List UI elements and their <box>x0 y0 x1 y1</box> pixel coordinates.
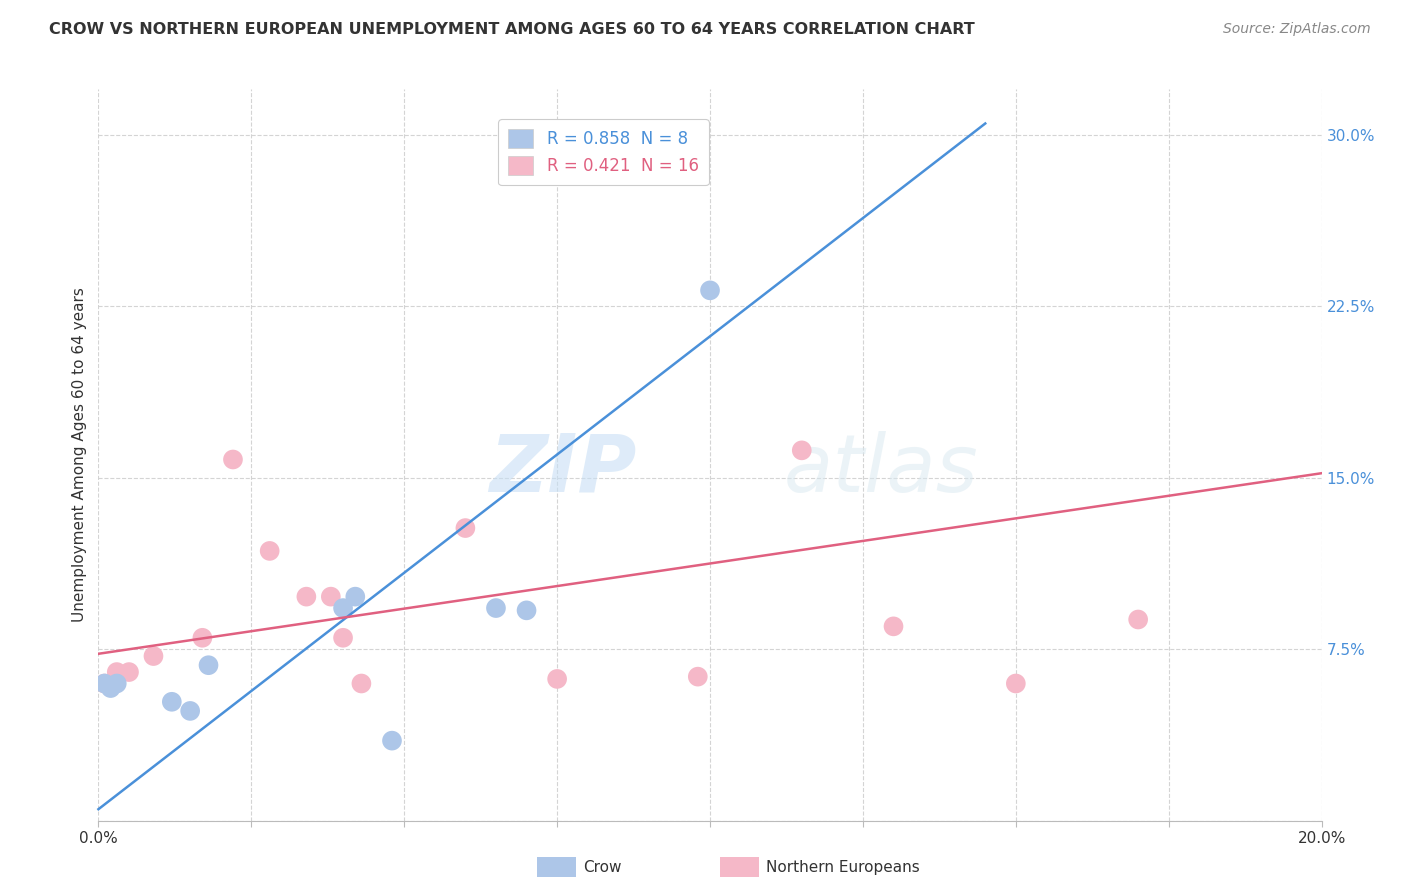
Point <box>93 676 115 690</box>
Point <box>105 676 128 690</box>
Point <box>1128 613 1150 627</box>
Point <box>516 603 538 617</box>
Point <box>790 443 813 458</box>
Point <box>93 676 115 690</box>
Point <box>259 544 281 558</box>
Text: atlas: atlas <box>783 431 979 508</box>
Point <box>197 658 219 673</box>
Point <box>105 665 128 679</box>
Point <box>142 649 165 664</box>
Point <box>485 601 508 615</box>
Legend: R = 0.858  N = 8, R = 0.421  N = 16: R = 0.858 N = 8, R = 0.421 N = 16 <box>498 120 709 186</box>
Text: Source: ZipAtlas.com: Source: ZipAtlas.com <box>1223 22 1371 37</box>
Point <box>100 676 122 690</box>
Point <box>883 619 905 633</box>
Point <box>222 452 245 467</box>
Point <box>454 521 477 535</box>
Point <box>191 631 214 645</box>
Point <box>332 601 354 615</box>
Point <box>100 681 122 695</box>
Point <box>350 676 373 690</box>
Point <box>699 284 721 298</box>
Point <box>381 733 404 747</box>
Point <box>319 590 342 604</box>
Text: ZIP: ZIP <box>489 431 637 508</box>
Text: Northern Europeans: Northern Europeans <box>766 860 920 874</box>
Point <box>160 695 183 709</box>
Point <box>118 665 141 679</box>
Y-axis label: Unemployment Among Ages 60 to 64 years: Unemployment Among Ages 60 to 64 years <box>72 287 87 623</box>
Point <box>295 590 318 604</box>
Point <box>332 631 354 645</box>
Point <box>1004 676 1026 690</box>
Point <box>546 672 568 686</box>
Point <box>344 590 367 604</box>
Point <box>686 670 709 684</box>
Point <box>179 704 201 718</box>
Text: CROW VS NORTHERN EUROPEAN UNEMPLOYMENT AMONG AGES 60 TO 64 YEARS CORRELATION CHA: CROW VS NORTHERN EUROPEAN UNEMPLOYMENT A… <box>49 22 974 37</box>
Text: Crow: Crow <box>583 860 621 874</box>
